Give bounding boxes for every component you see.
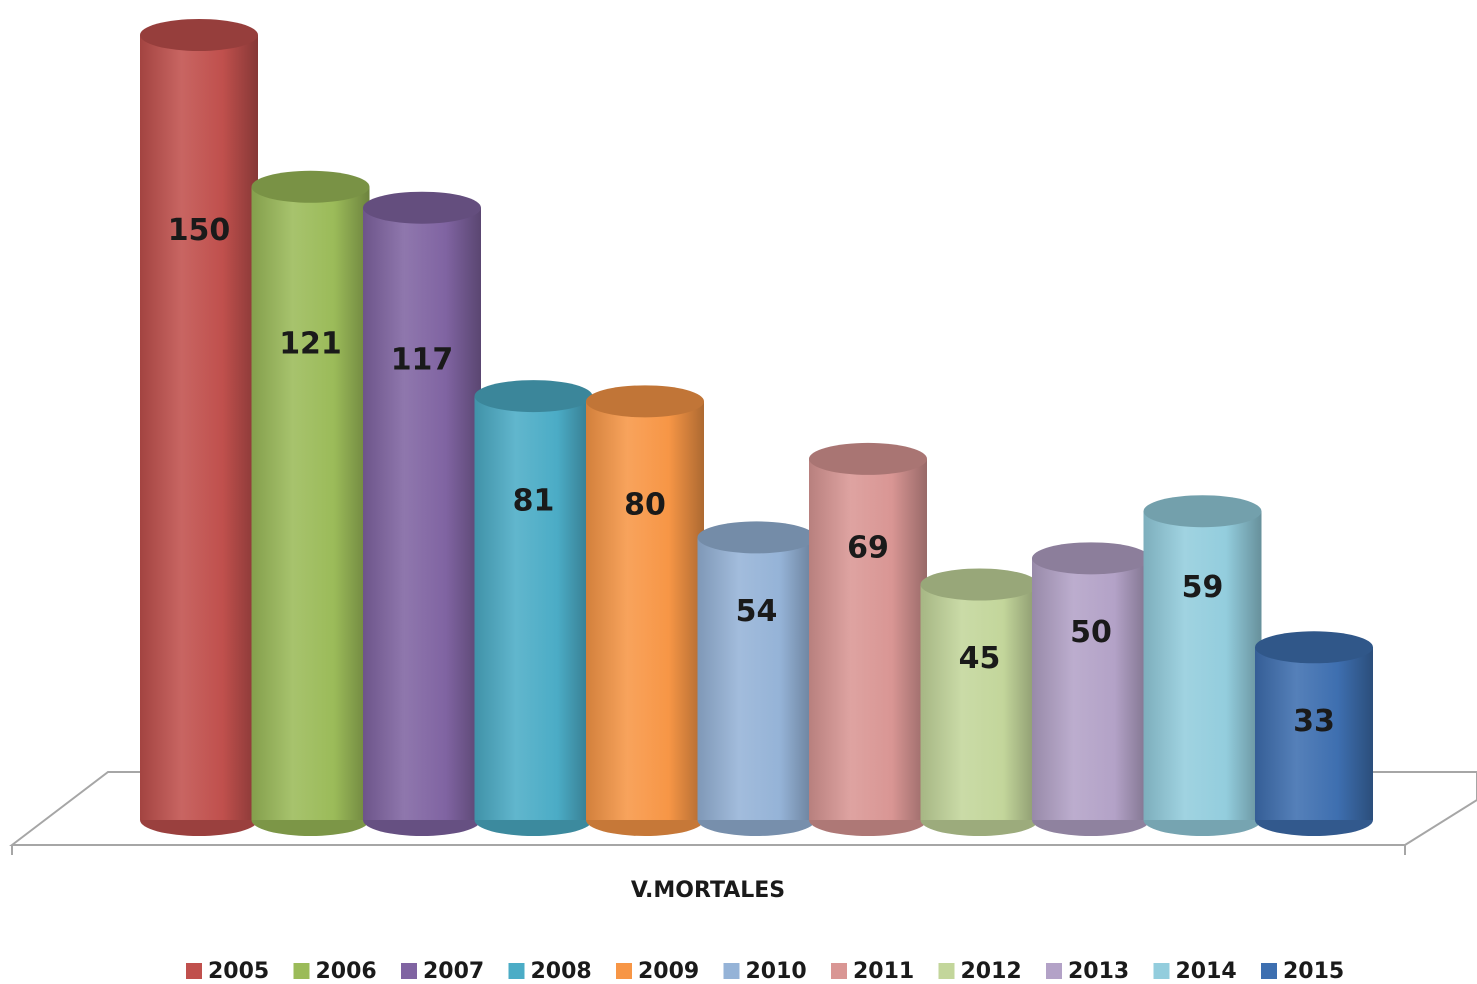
cylinder-top: [586, 385, 704, 418]
bar: [363, 207, 481, 820]
data-label: 81: [513, 484, 555, 519]
cylinder-top: [920, 568, 1039, 601]
data-label: 33: [1293, 704, 1335, 739]
data-label: 54: [736, 594, 778, 629]
legend-swatch: [723, 963, 740, 979]
cylinder-top: [1143, 495, 1262, 528]
cylinder-top: [809, 442, 927, 475]
data-label: 117: [391, 342, 454, 377]
bar: [920, 584, 1039, 820]
cylinder-top: [363, 191, 481, 224]
cylinder-top: [140, 19, 258, 51]
data-label: 150: [168, 213, 231, 248]
legend-label: 2014: [1176, 959, 1237, 984]
legend-label: 2011: [853, 959, 914, 984]
bar: [1143, 511, 1262, 820]
legend-swatch: [293, 963, 310, 979]
legend-swatch: [1261, 963, 1277, 979]
data-label: 121: [279, 327, 342, 362]
bar: [586, 401, 704, 820]
bar: [697, 537, 816, 820]
legend-label: 2008: [531, 959, 592, 984]
cylinder-top: [1255, 631, 1373, 664]
legend-label: 2009: [638, 959, 699, 984]
legend-swatch: [1046, 963, 1062, 979]
legend-swatch: [616, 963, 632, 979]
data-label: 45: [959, 641, 1001, 676]
legend-label: 2012: [961, 959, 1022, 984]
bar: [1032, 558, 1150, 820]
bar: [251, 186, 370, 820]
data-label: 80: [624, 488, 666, 523]
legend-swatch: [508, 963, 525, 979]
category-label: V.MORTALES: [631, 878, 785, 903]
bar: [140, 35, 258, 820]
legend-swatch: [938, 963, 955, 979]
cylinder-top: [474, 380, 593, 413]
legend-swatch: [401, 963, 417, 979]
legend-label: 2015: [1283, 959, 1344, 984]
legend-label: 2005: [208, 959, 269, 984]
legend-swatch: [831, 963, 847, 979]
bar: [1255, 647, 1373, 820]
legend-label: 2010: [746, 959, 807, 984]
legend-label: 2007: [423, 959, 484, 984]
data-label: 69: [847, 531, 889, 566]
cylinder-top: [1032, 542, 1150, 575]
data-label: 59: [1182, 570, 1224, 605]
legend-swatch: [1153, 963, 1170, 979]
bar: [474, 396, 593, 820]
cylinder-top: [697, 521, 816, 554]
legend-label: 2013: [1068, 959, 1129, 984]
legend-label: 2006: [316, 959, 377, 984]
bar: [809, 458, 927, 820]
cylinder-top: [251, 170, 370, 203]
legend-swatch: [186, 963, 202, 979]
data-label: 50: [1070, 615, 1112, 650]
